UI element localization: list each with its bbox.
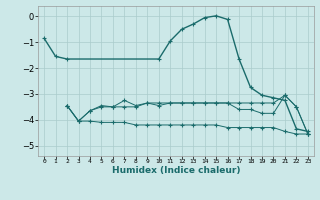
X-axis label: Humidex (Indice chaleur): Humidex (Indice chaleur) [112,166,240,175]
